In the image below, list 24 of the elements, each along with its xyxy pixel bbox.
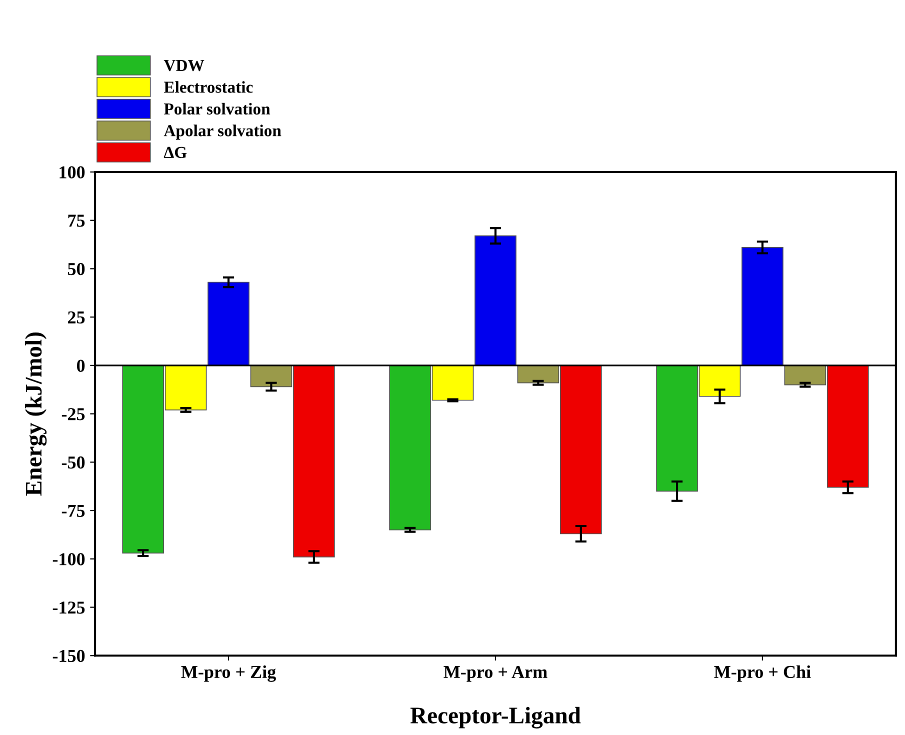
x-axis-title: Receptor-Ligand xyxy=(410,706,581,728)
y-tick-label: -50 xyxy=(62,456,85,469)
legend-label: VDW xyxy=(164,60,204,72)
y-tick-label: 25 xyxy=(68,311,85,324)
legend-label: Apolar solvation xyxy=(164,124,282,140)
legend-label: Electrostatic xyxy=(164,81,253,93)
y-tick-label: 0 xyxy=(76,360,85,372)
y-tick-label: -25 xyxy=(62,408,85,420)
y-axis-title: Energy (kJ/mol) xyxy=(25,332,47,496)
bar xyxy=(742,247,784,366)
legend-label: Polar solvation xyxy=(164,102,270,115)
bar xyxy=(474,235,516,366)
y-tick-label: -100 xyxy=(52,553,85,566)
x-tick-label: M-pro + Arm xyxy=(444,666,548,682)
y-tick-label: 50 xyxy=(68,262,85,276)
legend-label: ΔG xyxy=(164,146,187,158)
x-tick-label: M-pro + Zig xyxy=(181,665,276,682)
y-tick-label: -125 xyxy=(52,602,85,614)
x-tick-label: M-pro + Chi xyxy=(714,665,811,682)
y-tick-label: -150 xyxy=(52,650,85,662)
y-tick-label: -75 xyxy=(62,504,85,517)
y-tick-label: 100 xyxy=(60,166,85,178)
bar xyxy=(208,282,250,366)
y-tick-label: 75 xyxy=(68,214,85,227)
